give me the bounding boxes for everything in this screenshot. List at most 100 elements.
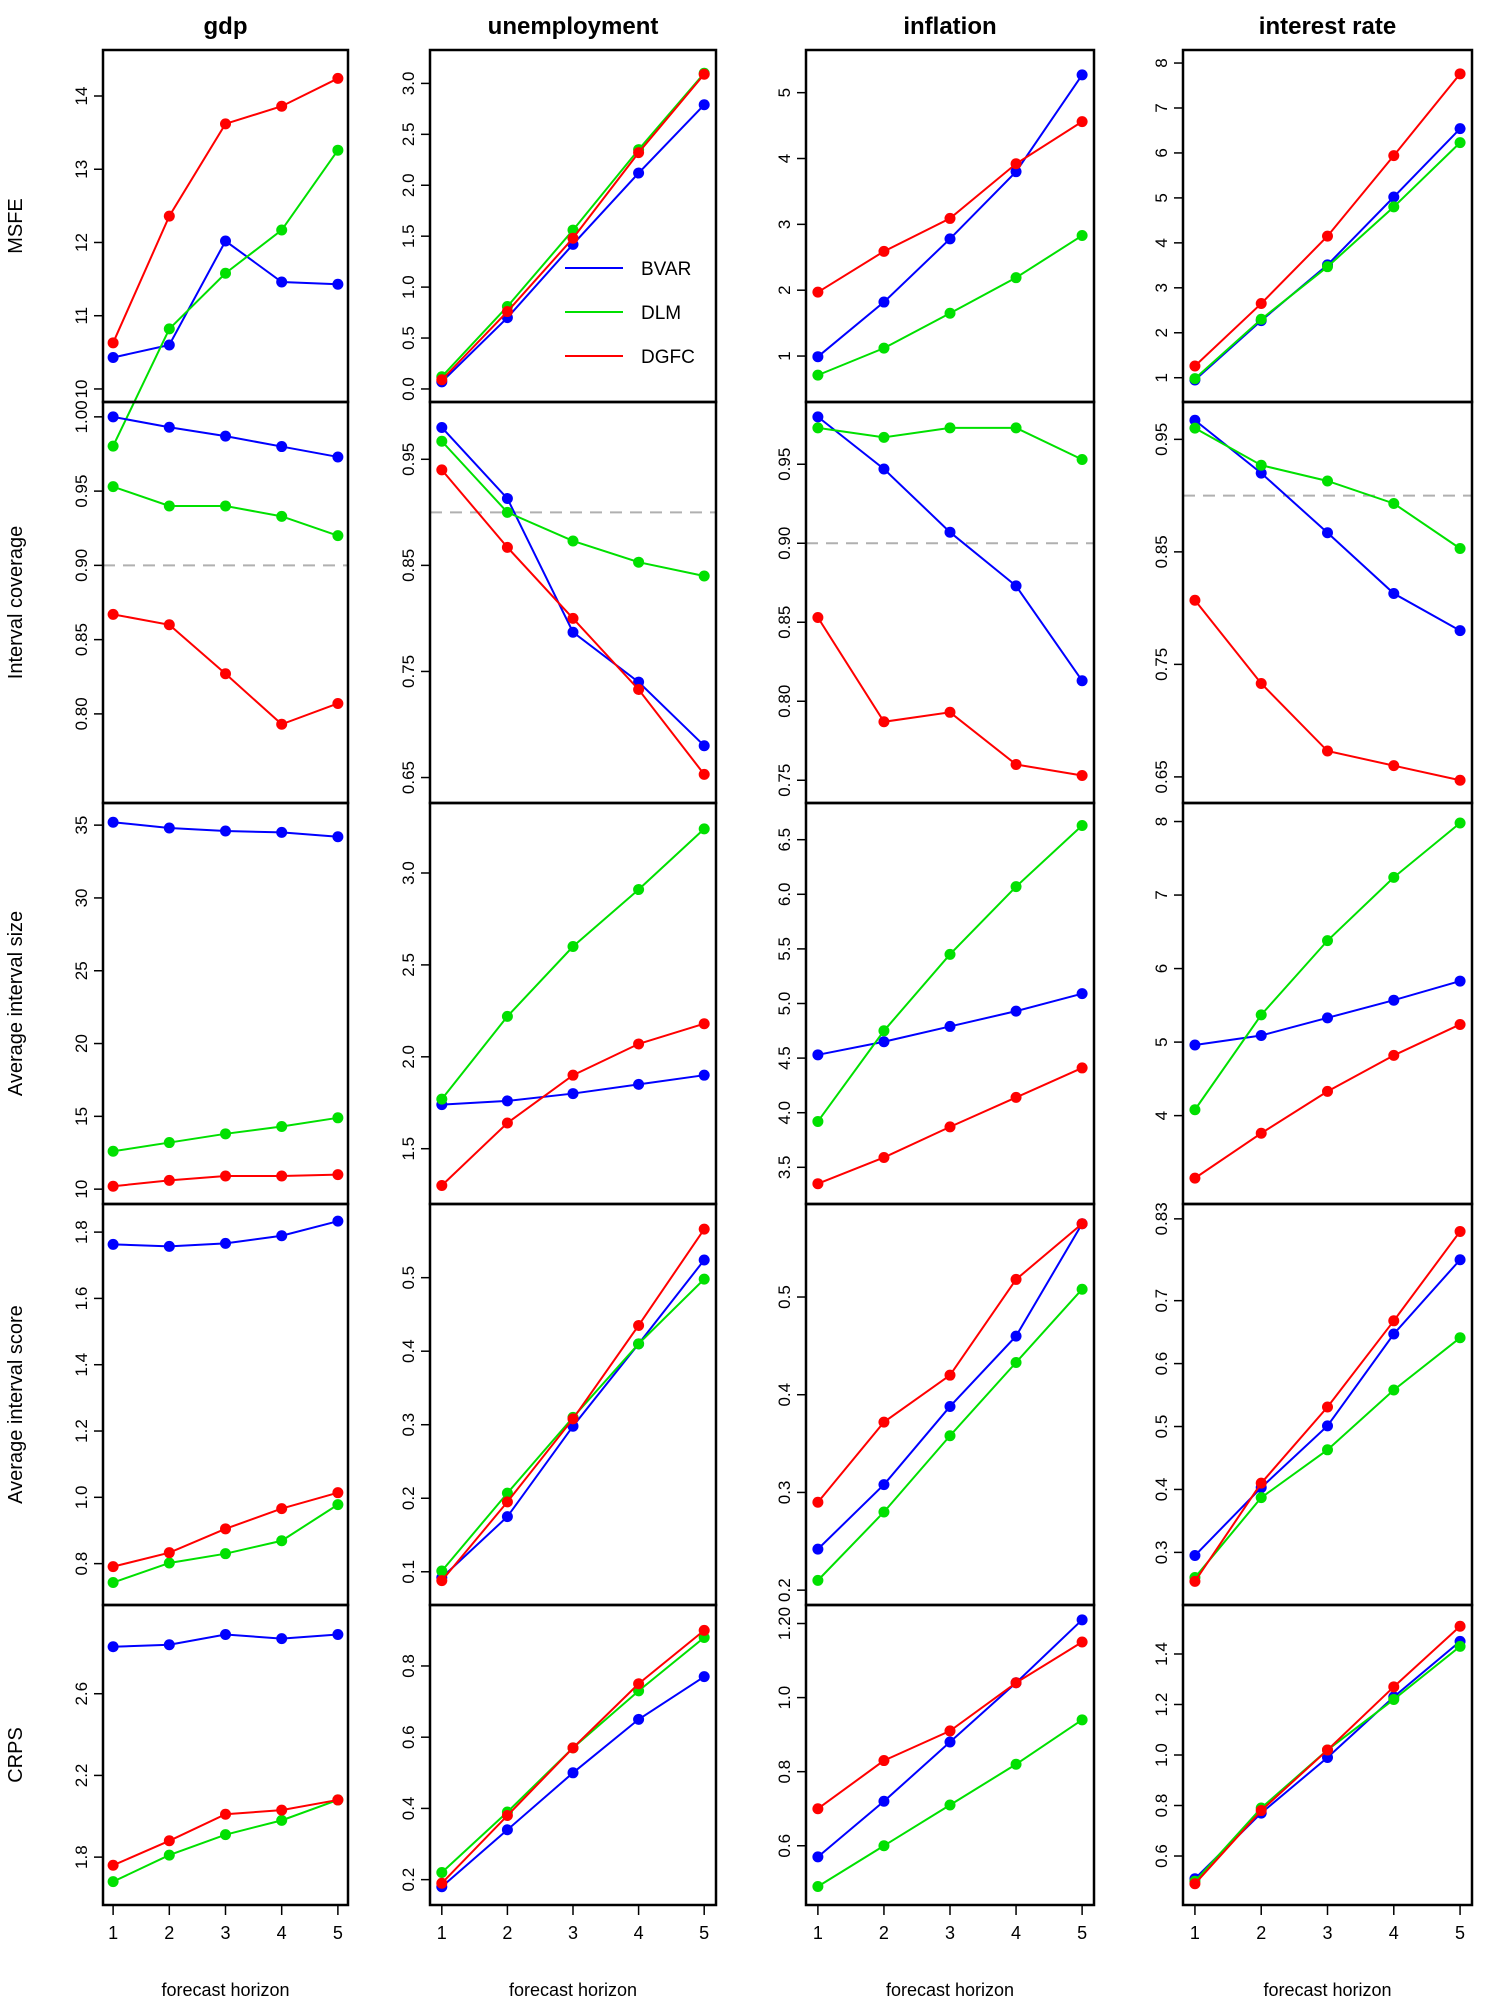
panel-interest-rate-average-interval-size-series-bvar-point: [1322, 1012, 1333, 1024]
panel-inflation-average-interval-size-ytick-label: 3.5: [775, 1155, 794, 1179]
panel-unemployment-msfe-ytick-label: 2.5: [399, 123, 418, 147]
column-title-inflation: inflation: [903, 13, 996, 40]
panel-unemployment-msfe-ytick-label: 0.5: [399, 326, 418, 350]
x-axis-label-interest-rate: forecast horizon: [1263, 1980, 1391, 2000]
panel-interest-rate-interval-coverage-series-dlm-point: [1388, 497, 1400, 509]
panel-gdp-average-interval-size: 10 15 20 25 30 35: [72, 801, 350, 1206]
panel-interest-rate-average-interval-score-ytick-label: 0.83: [1152, 1202, 1171, 1235]
panel-interest-rate-average-interval-size-series-dlm-point: [1454, 817, 1466, 829]
panel-inflation-msfe-series-dgfc-point: [1076, 116, 1088, 128]
panel-unemployment-interval-coverage-series-dgfc-point: [698, 768, 710, 780]
panel-gdp-msfe-series-bvar-point: [107, 351, 119, 363]
panel-inflation-average-interval-size-series-dgfc-point: [1076, 1062, 1088, 1074]
panel-interest-rate-interval-coverage-series-dgfc-point: [1255, 678, 1267, 690]
panel-interest-rate-interval-coverage-series-dgfc-point: [1454, 774, 1466, 786]
panel-gdp-crps-series-bvar-point: [332, 1628, 344, 1640]
panel-inflation-interval-coverage-frame: [804, 400, 1096, 805]
panel-inflation-interval-coverage-ytick-label: 0.95: [775, 448, 794, 481]
panel-unemployment-interval-coverage: 0.65 0.75 0.85 0.95: [399, 400, 718, 805]
panel-inflation-crps-series-dlm-point: [944, 1799, 956, 1811]
panel-unemployment-average-interval-score-series-dlm-point: [633, 1338, 645, 1350]
panel-gdp-crps-series-dlm-point: [163, 1849, 175, 1861]
panel-gdp-msfe-series-dgfc-line: [112, 77, 339, 344]
panel-grid-layer: gdp unemployment inflation interest rate MSF…: [5, 13, 1474, 2000]
panel-interest-rate-interval-coverage-series-dlm-point: [1189, 422, 1201, 434]
panel-gdp-msfe-series-bvar-point: [332, 278, 344, 290]
panel-gdp-interval-coverage-ytick-label: 0.95: [72, 475, 91, 508]
panel-gdp-average-interval-score-ytick-label: 1.4: [72, 1353, 91, 1377]
panel-gdp-crps-series-dlm-point: [276, 1814, 288, 1826]
panel-inflation-crps-ytick-label: 0.6: [775, 1834, 794, 1858]
panel-gdp-average-interval-size-series-bvar-point: [107, 816, 119, 828]
panel-inflation-average-interval-size-frame: [804, 801, 1096, 1206]
panel-gdp-average-interval-size-ytick-label: 15: [72, 1107, 91, 1126]
panel-interest-rate-average-interval-size-series-dgfc-line: [1194, 1023, 1461, 1179]
panel-inflation-interval-coverage-series-dlm-point: [878, 431, 890, 443]
panel-gdp-crps-series-dgfc-point: [332, 1794, 344, 1806]
panel-interest-rate-msfe-ytick-label: 7: [1152, 103, 1171, 112]
panel-gdp-average-interval-score-series-dlm-point: [107, 1577, 119, 1589]
panel-interest-rate-interval-coverage-frame: [1181, 400, 1474, 805]
panel-gdp-crps-frame: [101, 1603, 350, 1907]
panel-inflation-msfe-series-dgfc-point: [1010, 158, 1022, 170]
panel-interest-rate-average-interval-size-series-dlm-point: [1322, 935, 1333, 947]
panel-interest-rate-average-interval-size-ytick-label: 6: [1152, 964, 1171, 973]
row-label-average-interval-size: Average interval size: [5, 911, 27, 1096]
panel-interest-rate-msfe-series-dgfc-line: [1194, 73, 1461, 367]
panel-inflation-average-interval-size-series-dgfc-point: [812, 1178, 824, 1190]
panel-interest-rate-average-interval-size-series-dgfc-point: [1255, 1127, 1267, 1139]
panel-inflation-average-interval-size: 3.5 4.0 4.5 5.0 5.5 6.0 6.5: [775, 801, 1096, 1206]
panel-inflation-crps-ytick-label: 0.8: [775, 1760, 794, 1784]
panel-gdp-average-interval-score-series-dgfc-point: [332, 1487, 344, 1499]
panel-gdp-average-interval-size-series-bvar-point: [163, 822, 175, 834]
panel-unemployment-average-interval-size-ytick-label: 3.0: [399, 861, 418, 885]
panel-inflation-crps: 0.6 0.8 1.0 1.20: [775, 1603, 1096, 1907]
panel-interest-rate-msfe-series-dgfc-point: [1454, 68, 1466, 80]
panel-inflation-interval-coverage-series-dlm-point: [944, 422, 956, 434]
panel-interest-rate-interval-coverage-series-bvar-point: [1189, 414, 1201, 426]
panel-interest-rate-crps-series-dgfc-point: [1454, 1620, 1466, 1632]
panel-gdp-average-interval-size-series-dgfc-point: [163, 1174, 175, 1186]
panel-inflation-average-interval-size-series-dlm-point: [1010, 881, 1022, 893]
panel-unemployment-average-interval-score-ytick-label: 0.5: [399, 1266, 418, 1290]
panel-unemployment-average-interval-size-series-dlm-line: [441, 828, 705, 1100]
panel-gdp-msfe-series-dlm-point: [163, 323, 175, 335]
panel-interest-rate-msfe-ytick-label: 5: [1152, 193, 1171, 202]
panel-gdp-average-interval-score-series-dlm-point: [332, 1499, 344, 1511]
panel-unemployment-crps-ytick-label: 0.6: [399, 1725, 418, 1749]
panel-gdp-average-interval-score-series-bvar-point: [107, 1238, 119, 1250]
panel-inflation-average-interval-size-series-dgfc-point: [1010, 1091, 1022, 1103]
panel-interest-rate-interval-coverage-series-bvar-point: [1388, 587, 1400, 599]
panel-interest-rate-average-interval-size-series-bvar-point: [1189, 1039, 1201, 1051]
panel-unemployment-interval-coverage-series-dlm-point: [698, 570, 710, 582]
panel-gdp-msfe-series-dgfc-point: [163, 210, 175, 222]
panel-inflation-crps-series-bvar-point: [944, 1736, 956, 1748]
panel-interest-rate-crps-series-dlm-line: [1194, 1645, 1461, 1882]
panel-interest-rate-average-interval-score-series-dgfc-point: [1454, 1225, 1466, 1237]
panel-inflation-interval-coverage-series-dlm-point: [1076, 454, 1088, 466]
panel-unemployment-crps-series-dlm-line: [441, 1636, 705, 1874]
panel-gdp-interval-coverage-series-dgfc-point: [163, 619, 175, 631]
panel-unemployment-interval-coverage-series-bvar-point: [567, 626, 579, 638]
panel-unemployment-average-interval-size: 1.5 2.0 2.5 3.0: [399, 801, 718, 1206]
panel-inflation-interval-coverage-series-dgfc-point: [812, 612, 824, 624]
xtick-label-inflation: 5: [1077, 1923, 1087, 1943]
panel-inflation-interval-coverage-series-dlm-point: [1010, 422, 1022, 434]
panel-gdp-msfe-series-dgfc-point: [107, 337, 119, 349]
panel-unemployment-crps-ytick-label: 0.4: [399, 1797, 418, 1821]
panel-unemployment-average-interval-score-series-dgfc-point: [698, 1223, 710, 1235]
panel-interest-rate-interval-coverage-series-dgfc-point: [1388, 760, 1400, 772]
x-axis-label-inflation: forecast horizon: [886, 1980, 1014, 2000]
panel-gdp-average-interval-score-series-dlm-point: [276, 1535, 288, 1547]
panel-unemployment-crps-series-dgfc-point: [633, 1678, 645, 1690]
panel-gdp-average-interval-score-ytick-label: 1.0: [72, 1486, 91, 1510]
panel-interest-rate-interval-coverage-ytick-label: 0.75: [1152, 648, 1171, 681]
panel-inflation-average-interval-size-series-dlm-point: [1076, 819, 1088, 831]
panel-gdp-msfe: 10 11 12 13 14: [72, 48, 350, 452]
panel-unemployment-average-interval-size-series-dgfc-point: [633, 1038, 645, 1050]
panel-interest-rate-interval-coverage: 0.65 0.75 0.85 0.95: [1152, 400, 1474, 805]
panel-unemployment-msfe-ytick-label: 3.0: [399, 72, 418, 96]
xtick-label-unemployment: 2: [502, 1923, 512, 1943]
panel-gdp-msfe-series-bvar-point: [220, 235, 231, 247]
panel-gdp-crps-series-dgfc-point: [276, 1804, 288, 1816]
